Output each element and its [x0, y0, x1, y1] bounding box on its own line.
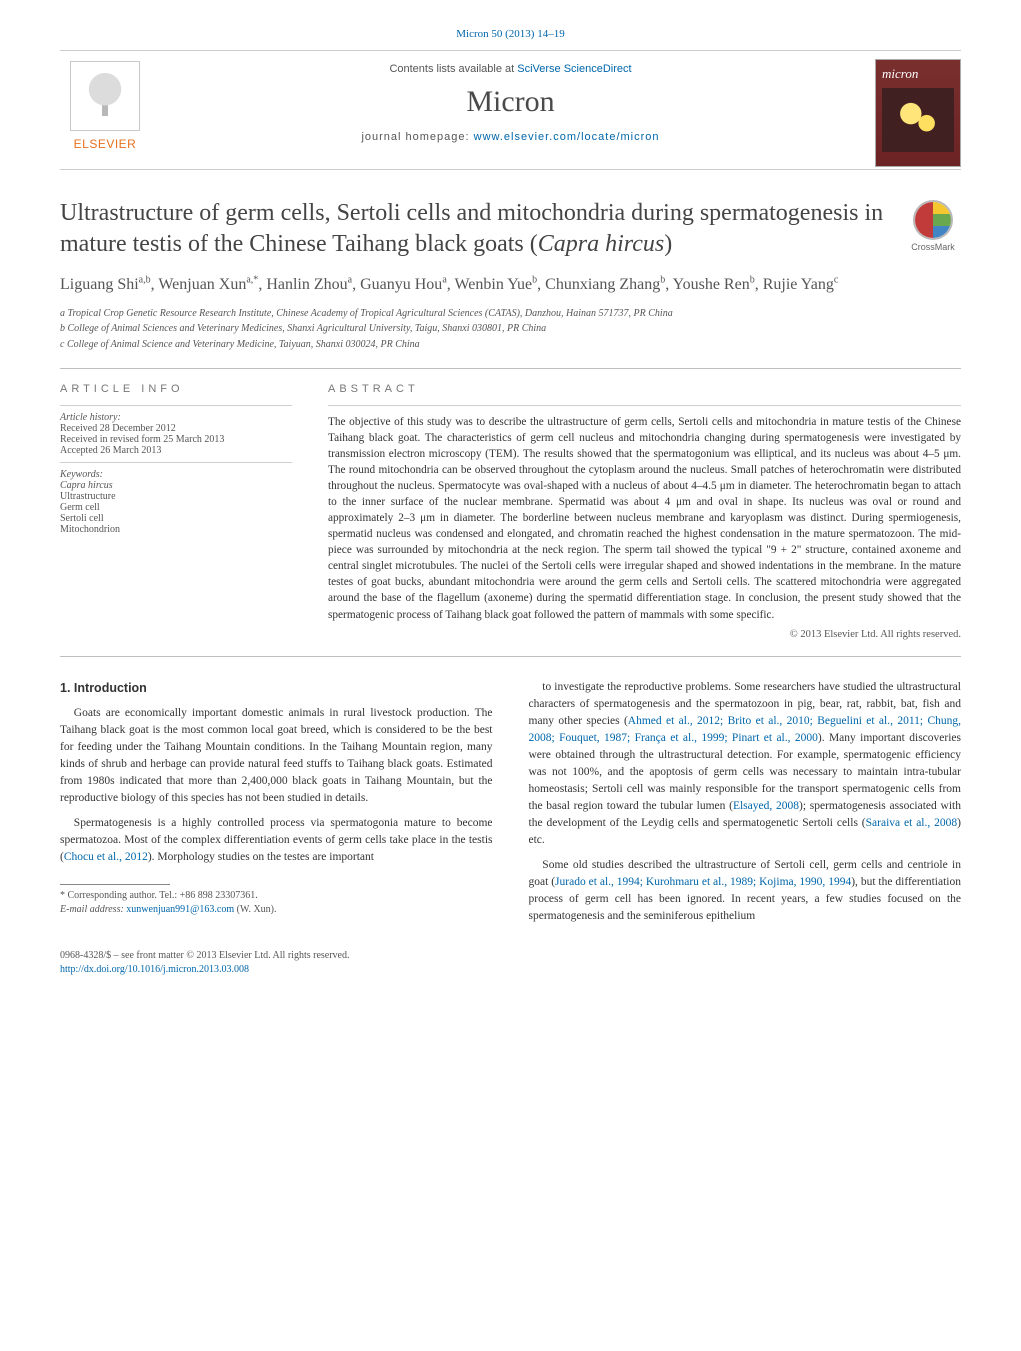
keywords-list: Capra hircus Ultrastructure Germ cell Se… — [60, 480, 292, 535]
page-header-citation: Micron 50 (2013) 14–19 — [60, 28, 961, 40]
section-number: 1. — [60, 681, 70, 695]
journal-homepage-link[interactable]: www.elsevier.com/locate/micron — [474, 131, 660, 143]
citation-link[interactable]: Micron 50 (2013) 14–19 — [456, 28, 564, 40]
abstract-heading: abstract — [328, 383, 961, 395]
sciencedirect-link[interactable]: SciVerse ScienceDirect — [517, 63, 631, 75]
affiliation-c: c College of Animal Science and Veterina… — [60, 338, 961, 353]
article-title: Ultrastructure of germ cells, Sertoli ce… — [60, 198, 891, 259]
front-matter-line: 0968-4328/$ – see front matter © 2013 El… — [60, 949, 961, 963]
cover-image-icon — [882, 88, 954, 152]
authors-line: Liguang Shia,b, Wenjuan Xuna,*, Hanlin Z… — [60, 273, 961, 296]
journal-masthead: ELSEVIER Contents lists available at Sci… — [60, 50, 961, 170]
intro-p2-b: ). Morphology studies on the testes are … — [148, 851, 374, 863]
history-received: Received 28 December 2012 — [60, 423, 292, 434]
affiliation-b: b College of Animal Sciences and Veterin… — [60, 322, 961, 337]
article-title-main: Ultrastructure of germ cells, Sertoli ce… — [60, 200, 883, 257]
email-tail: (W. Xun). — [234, 904, 276, 915]
ref-link-saraiva[interactable]: Saraiva et al., 2008 — [866, 817, 958, 829]
elsevier-tree-icon — [70, 61, 140, 131]
right-para-1: to investigate the reproductive problems… — [529, 679, 962, 849]
journal-homepage-line: journal homepage: www.elsevier.com/locat… — [170, 131, 851, 143]
history-revised: Received in revised form 25 March 2013 — [60, 434, 292, 445]
abstract-copyright: © 2013 Elsevier Ltd. All rights reserved… — [328, 629, 961, 640]
keyword-item: Sertoli cell — [60, 513, 292, 524]
contents-available-line: Contents lists available at SciVerse Sci… — [170, 63, 851, 75]
article-info-heading: article info — [60, 383, 292, 395]
divider-bottom — [60, 656, 961, 657]
doi-block: 0968-4328/$ – see front matter © 2013 El… — [60, 949, 961, 977]
affiliation-a: a Tropical Crop Genetic Resource Researc… — [60, 307, 961, 322]
crossmark-label: CrossMark — [905, 242, 961, 252]
keyword-item: Ultrastructure — [60, 491, 292, 502]
body-right-column: to investigate the reproductive problems… — [529, 679, 962, 933]
divider-top — [60, 368, 961, 369]
article-title-tail: ) — [664, 231, 672, 257]
keyword-item: Capra hircus — [60, 480, 292, 491]
footnote-block: * Corresponding author. Tel.: +86 898 23… — [60, 889, 493, 917]
keyword-item: Germ cell — [60, 502, 292, 513]
affiliations-block: a Tropical Crop Genetic Resource Researc… — [60, 307, 961, 353]
keywords-label: Keywords: — [60, 469, 292, 480]
history-accepted: Accepted 26 March 2013 — [60, 445, 292, 456]
email-link[interactable]: xunwenjuan991@163.com — [126, 904, 234, 915]
article-title-species: Capra hircus — [538, 231, 664, 257]
corresponding-author: * Corresponding author. Tel.: +86 898 23… — [60, 889, 493, 903]
body-left-column: 1. Introduction Goats are economically i… — [60, 679, 493, 933]
section-heading-intro: 1. Introduction — [60, 679, 493, 698]
keyword-item: Mitochondrion — [60, 524, 292, 535]
publisher-logo-block: ELSEVIER — [60, 61, 150, 161]
doi-link[interactable]: http://dx.doi.org/10.1016/j.micron.2013.… — [60, 964, 249, 975]
cover-title-text: micron — [876, 60, 960, 82]
ref-link-multi2[interactable]: Jurado et al., 1994; Kurohmaru et al., 1… — [555, 876, 851, 888]
journal-cover-thumbnail: micron — [875, 59, 961, 167]
crossmark-icon — [913, 200, 953, 240]
ref-link-elsayed[interactable]: Elsayed, 2008 — [733, 800, 799, 812]
publisher-name: ELSEVIER — [60, 137, 150, 151]
ref-link-chocu[interactable]: Chocu et al., 2012 — [64, 851, 148, 863]
crossmark-badge[interactable]: CrossMark — [905, 200, 961, 252]
email-label: E-mail address: — [60, 904, 126, 915]
journal-title: Micron — [170, 85, 851, 119]
intro-para-1: Goats are economically important domesti… — [60, 705, 493, 807]
abstract-text: The objective of this study was to descr… — [328, 414, 961, 622]
abstract-column: abstract The objective of this study was… — [328, 383, 961, 639]
history-label: Article history: — [60, 412, 292, 423]
footnote-rule — [60, 884, 170, 885]
right-para-2: Some old studies described the ultrastru… — [529, 857, 962, 925]
contents-prefix: Contents lists available at — [389, 63, 517, 75]
intro-para-2: Spermatogenesis is a highly controlled p… — [60, 815, 493, 866]
homepage-prefix: journal homepage: — [361, 131, 473, 143]
article-info-column: article info Article history: Received 2… — [60, 383, 292, 639]
section-title: Introduction — [74, 681, 147, 695]
